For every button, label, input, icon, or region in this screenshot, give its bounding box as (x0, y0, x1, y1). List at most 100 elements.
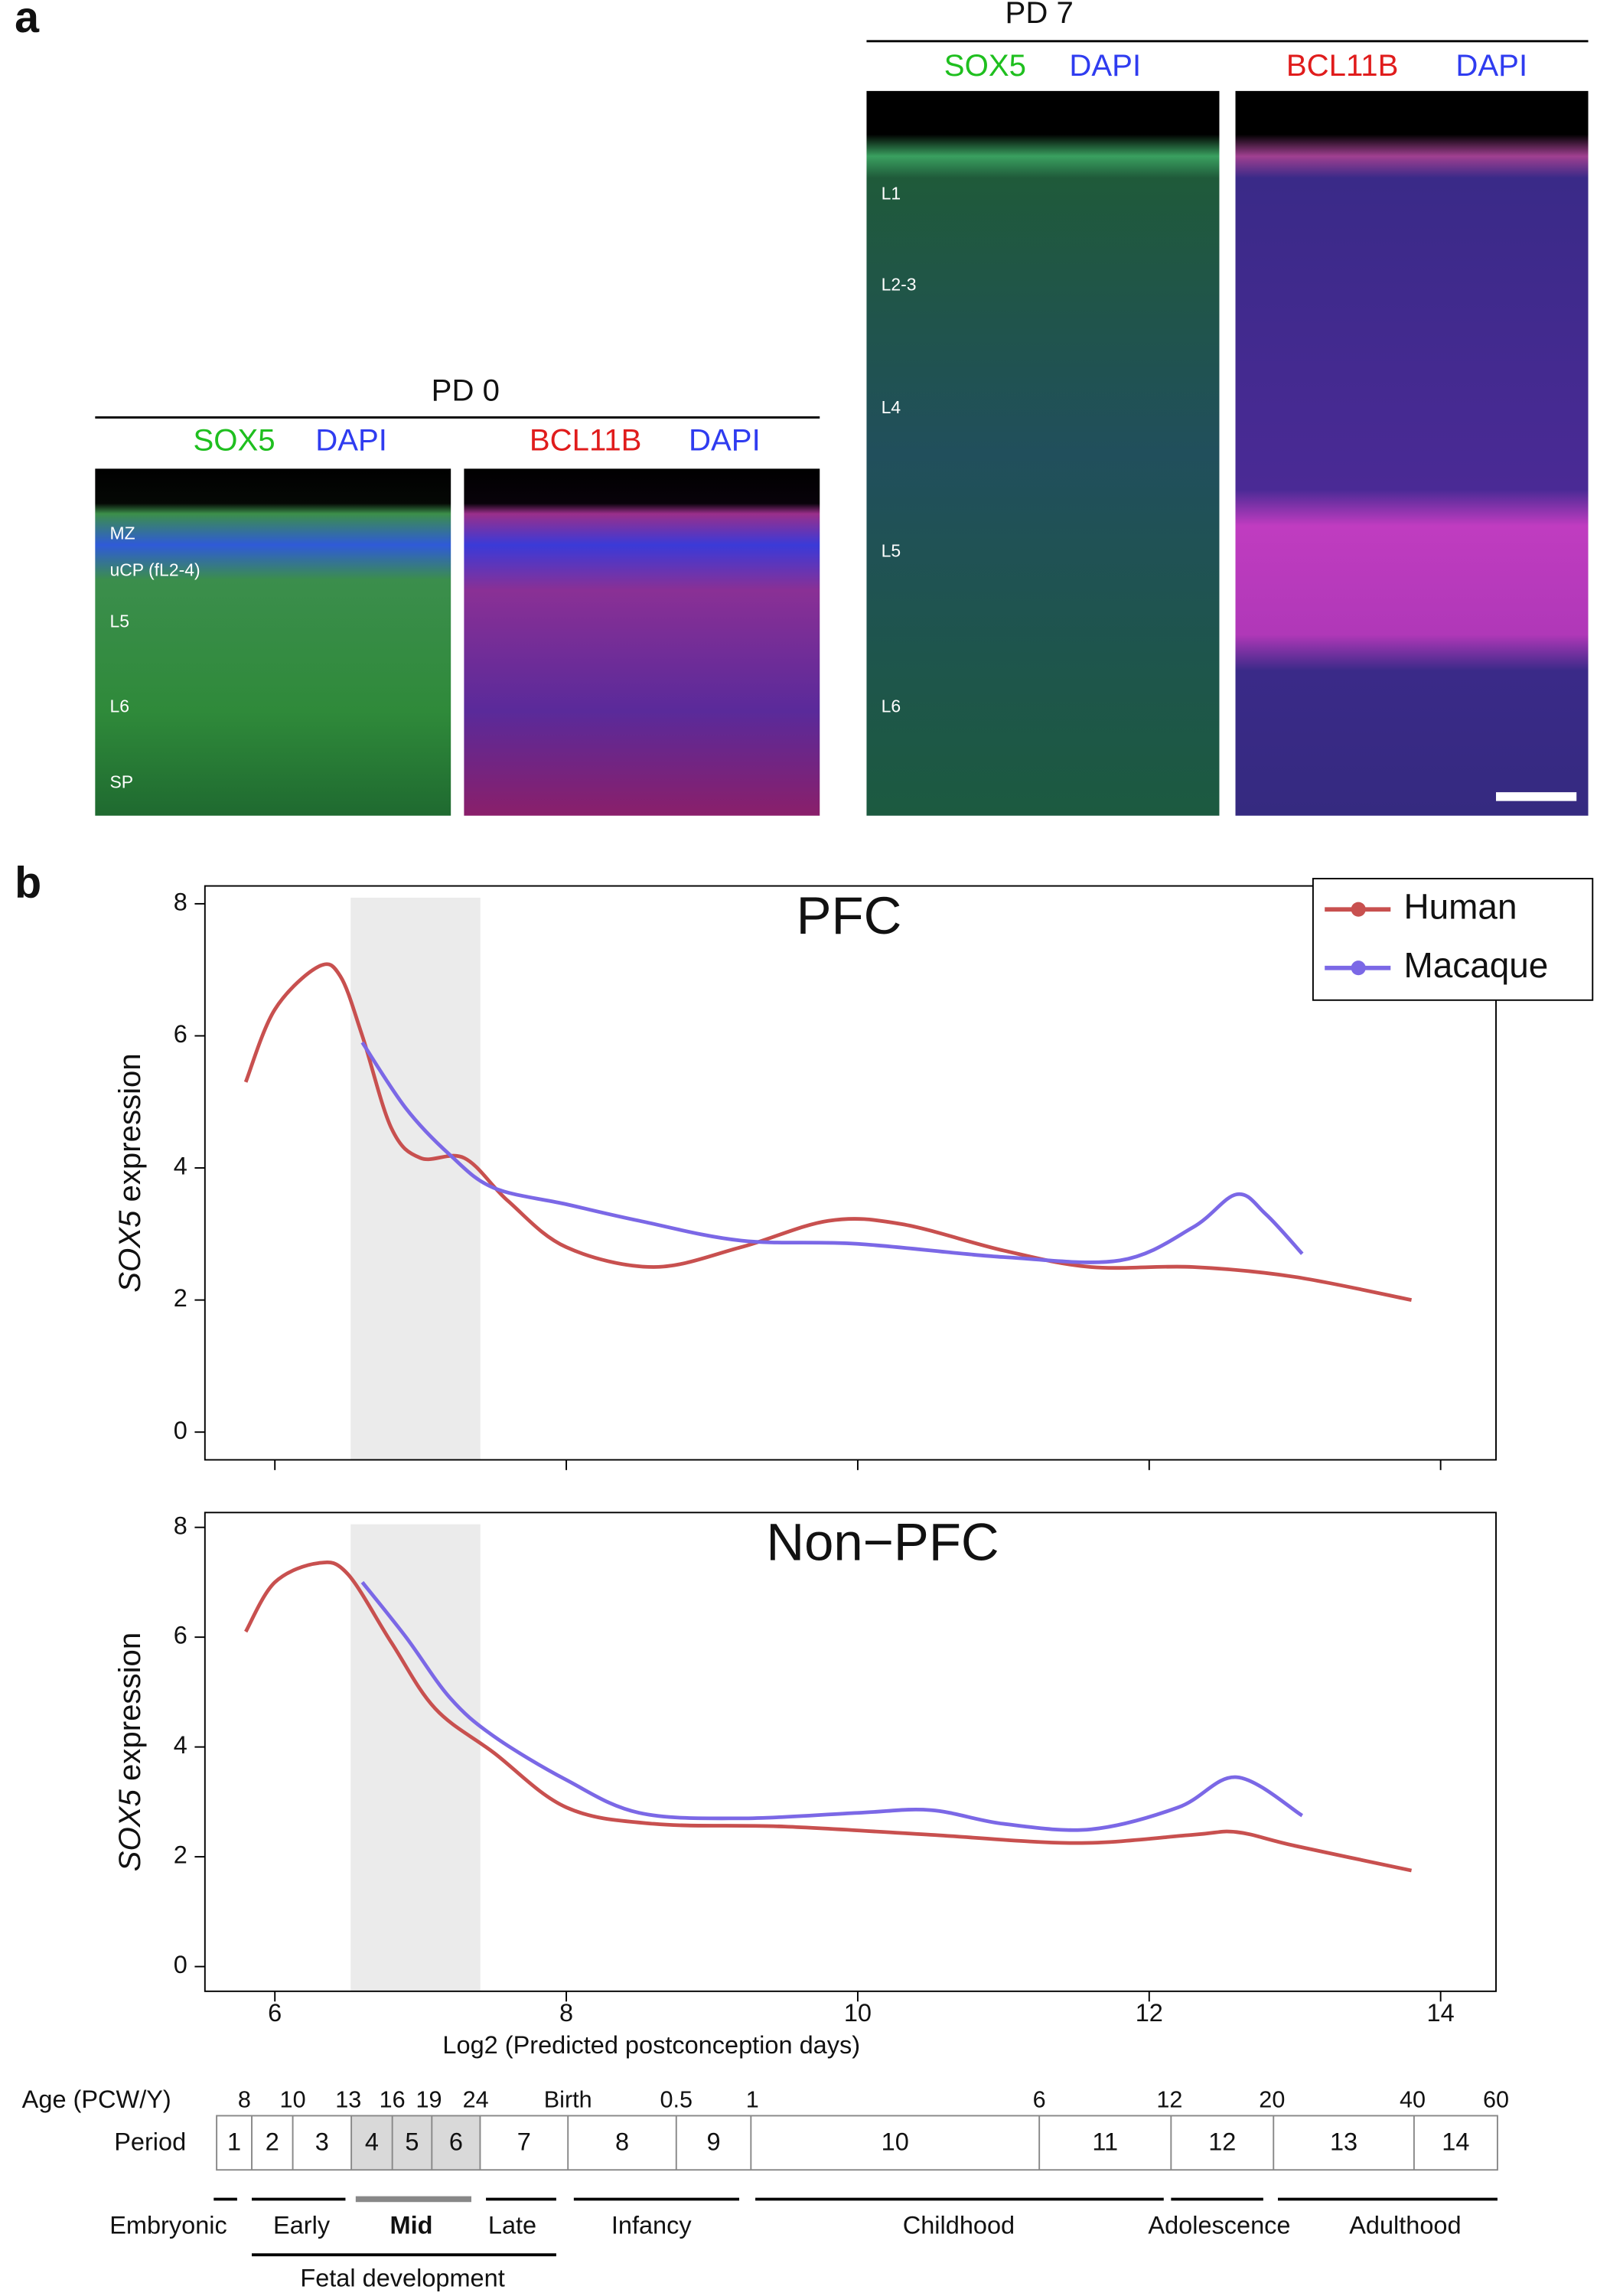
y-axis-label-rest: expression (112, 1053, 147, 1210)
period-shade (351, 2115, 481, 2170)
age-tick-label: 1 (746, 2086, 759, 2112)
stain-label: SOX5 (193, 423, 275, 458)
y-axis-label: SOX5 expression (112, 1053, 147, 1293)
x-tick-label: 12 (1136, 1999, 1163, 2027)
layer-label: SP (109, 772, 133, 792)
micrograph (464, 468, 820, 816)
period-number: 11 (1092, 2128, 1118, 2155)
age-tick-label: 19 (416, 2086, 442, 2112)
age-tick-label: Birth (544, 2086, 592, 2112)
highlight-region (350, 1524, 481, 1991)
y-tick-label: 0 (174, 1951, 187, 1978)
stain-label: DAPI (315, 423, 387, 458)
age-tick-label: 24 (463, 2086, 489, 2112)
x-axis-label: Log2 (Predicted postconception days) (442, 2031, 860, 2059)
series-line (360, 1041, 1304, 1264)
series-line (360, 1580, 1304, 1832)
stain-label: BCL11B (1286, 48, 1399, 83)
stain-label: BCL11B (530, 423, 642, 458)
period-number: 4 (365, 2128, 379, 2155)
period-number: 2 (266, 2128, 279, 2155)
layer-label: L5 (109, 611, 129, 631)
plot-frame (204, 1512, 1497, 1992)
legend-label: Human (1403, 886, 1517, 926)
x-tick-label: 8 (559, 1999, 573, 2027)
age-tick-label: 8 (238, 2086, 251, 2112)
micrograph (95, 468, 451, 816)
period-box (216, 2115, 1498, 2171)
highlight-region (350, 897, 481, 1460)
y-tick-label: 6 (174, 1020, 187, 1048)
y-tick-label: 2 (174, 1841, 187, 1869)
layer-label: L6 (882, 696, 901, 716)
x-tick-label: 10 (844, 1999, 872, 2027)
y-axis-label-gene: SOX5 (112, 1789, 147, 1872)
stage-label: Mid (390, 2211, 433, 2239)
stage-label: Early (273, 2211, 331, 2239)
panel-label: b (15, 859, 41, 908)
x-tick-label: 6 (268, 1999, 282, 2027)
period-number: 6 (449, 2128, 463, 2155)
period-number: 13 (1330, 2128, 1357, 2155)
y-tick-label: 8 (174, 1512, 187, 1539)
age-tick-label: 40 (1400, 2086, 1426, 2112)
legend-label: Macaque (1403, 945, 1548, 985)
panel-label: a (15, 0, 40, 42)
y-tick-label: 8 (174, 888, 187, 915)
fetal-label: Fetal development (300, 2264, 504, 2291)
chart-title: PFC (797, 886, 902, 945)
series-line (243, 962, 1413, 1302)
age-label: Age (PCW/Y) (22, 2086, 171, 2113)
stage-label: Infancy (611, 2211, 693, 2239)
stage-label: Childhood (903, 2211, 1015, 2239)
age-tick-label: 16 (380, 2086, 406, 2112)
age-tick-label: 0.5 (660, 2086, 693, 2112)
period-number: 3 (315, 2128, 329, 2155)
stage-label: Embryonic (109, 2211, 227, 2239)
layer-label: uCP (fL2-4) (109, 559, 200, 579)
period-number: 12 (1208, 2128, 1236, 2155)
micrograph (1235, 90, 1589, 816)
period-number: 9 (707, 2128, 721, 2155)
period-number: 1 (227, 2128, 241, 2155)
group-title: PD 0 (432, 373, 500, 408)
age-tick-label: 12 (1156, 2086, 1182, 2112)
age-tick-label: 60 (1483, 2086, 1509, 2112)
period-number: 14 (1442, 2128, 1469, 2155)
stain-label: DAPI (1069, 48, 1141, 83)
stage-label: Adolescence (1148, 2211, 1290, 2239)
legend-box (1312, 878, 1594, 1001)
x-tick-label: 14 (1427, 1999, 1455, 2027)
legend-marker (1351, 902, 1366, 917)
stain-label: DAPI (1455, 48, 1527, 83)
stain-label: SOX5 (944, 48, 1026, 83)
y-axis-label: SOX5 expression (112, 1632, 147, 1872)
y-tick-label: 0 (174, 1417, 187, 1444)
age-tick-label: 13 (335, 2086, 361, 2112)
y-tick-label: 2 (174, 1284, 187, 1312)
layer-label: L6 (109, 696, 129, 716)
period-number: 7 (517, 2128, 531, 2155)
period-number: 5 (405, 2128, 419, 2155)
legend-marker (1351, 960, 1366, 976)
layer-label: L5 (882, 541, 901, 561)
y-tick-label: 4 (174, 1153, 187, 1180)
age-tick-label: 20 (1259, 2086, 1285, 2112)
y-tick-label: 4 (174, 1731, 187, 1759)
series-line (244, 1560, 1413, 1873)
period-label: Period (114, 2128, 186, 2155)
chart-title: Non−PFC (766, 1513, 999, 1572)
period-number: 10 (882, 2128, 909, 2155)
age-tick-label: 6 (1033, 2086, 1046, 2112)
stage-label: Adulthood (1349, 2211, 1461, 2239)
micrograph (866, 90, 1220, 816)
stage-label: Late (488, 2211, 536, 2239)
y-axis-label-gene: SOX5 (112, 1210, 147, 1293)
group-title: PD 7 (1005, 0, 1074, 30)
layer-label: MZ (109, 523, 135, 543)
y-tick-label: 6 (174, 1622, 187, 1649)
layer-label: L2-3 (882, 274, 917, 294)
plot-frame (204, 885, 1497, 1461)
layer-label: L4 (882, 397, 901, 417)
